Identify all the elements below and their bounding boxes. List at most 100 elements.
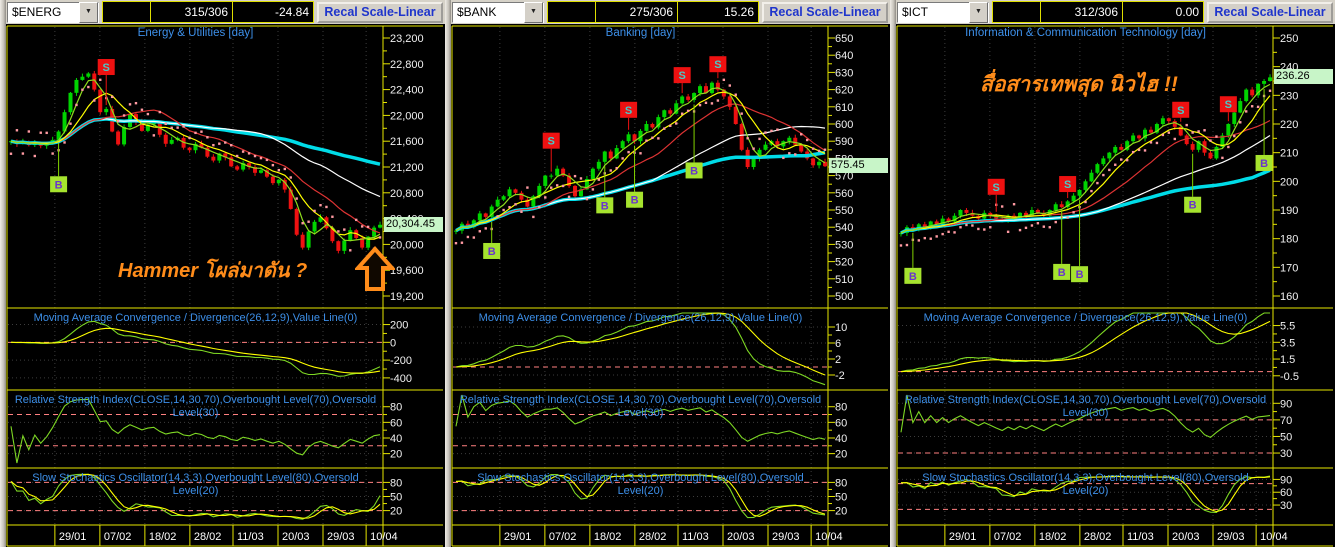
empty-cell xyxy=(993,2,1041,22)
svg-text:30: 30 xyxy=(1280,448,1292,460)
sell-signal: S xyxy=(542,132,560,172)
svg-text:28/02: 28/02 xyxy=(1084,531,1112,543)
svg-text:B: B xyxy=(1260,158,1268,170)
candles xyxy=(898,74,1273,237)
chart-area[interactable]: 5.5 3.5 1.5 -0.5 90 70 50 30 90 60 30 S S S S B B B B B 250 2… xyxy=(896,24,1335,547)
stoch-title: Slow Stochastics Oscillator(14,3,3),Over… xyxy=(922,472,1249,497)
hammer-annotation: Hammer โผล่มาดัน ? xyxy=(118,260,308,282)
svg-text:650: 650 xyxy=(835,33,853,45)
svg-text:40: 40 xyxy=(835,433,847,445)
chart-area[interactable]: 200 0 -200 -400 80 60 40 20 80 50 20 S B 23,200 22,800… xyxy=(6,24,445,547)
empty-cell xyxy=(548,2,596,22)
ticker-select[interactable]: $ICT ▼ xyxy=(897,1,989,23)
ticker-select[interactable]: $ENERG ▼ xyxy=(7,1,99,23)
ma-yellow xyxy=(10,92,381,240)
dropdown-arrow-icon[interactable]: ▼ xyxy=(524,1,543,23)
price-chart-canvas[interactable]: 10 6 2 -2 80 60 40 20 80 50 20 S S S S B B B B 650 640 630 620… xyxy=(451,24,890,547)
svg-text:10: 10 xyxy=(835,322,847,334)
svg-text:520: 520 xyxy=(835,257,853,269)
svg-text:20: 20 xyxy=(835,449,847,461)
svg-text:S: S xyxy=(1177,105,1184,117)
buy-signal: B xyxy=(1184,153,1202,213)
svg-text:29/03: 29/03 xyxy=(327,531,355,543)
svg-text:540: 540 xyxy=(835,222,853,234)
svg-text:B: B xyxy=(690,165,698,177)
svg-text:S: S xyxy=(1225,99,1232,111)
svg-text:S: S xyxy=(625,105,632,117)
svg-text:20/03: 20/03 xyxy=(282,531,310,543)
svg-text:B: B xyxy=(909,271,917,283)
ma-green xyxy=(10,79,381,242)
svg-text:07/02: 07/02 xyxy=(104,531,132,543)
ma-green xyxy=(455,87,826,232)
svg-text:-400: -400 xyxy=(390,373,412,385)
svg-text:80: 80 xyxy=(390,402,402,414)
last-price-tag: 236.26 xyxy=(1274,69,1333,85)
svg-text:29/03: 29/03 xyxy=(772,531,800,543)
bar-count-cell: 312/306 xyxy=(1041,2,1123,22)
sell-signal: S xyxy=(1172,101,1190,122)
svg-text:600: 600 xyxy=(835,119,853,131)
macd-title: Moving Average Convergence / Divergence(… xyxy=(478,312,803,324)
svg-text:29/03: 29/03 xyxy=(1217,531,1245,543)
chart-panel-bank: $BANK ▼ 275/306 15.26 Recal Scale-Linear… xyxy=(445,0,890,547)
chart-title: Information & Communication Technology [… xyxy=(965,27,1206,39)
svg-text:S: S xyxy=(548,136,555,148)
value-cells: 275/306 15.26 xyxy=(547,1,759,23)
change-cell: -24.84 xyxy=(274,5,309,19)
svg-text:29/01: 29/01 xyxy=(59,531,87,543)
sell-signal: S xyxy=(97,59,115,106)
sell-signal: S xyxy=(1219,96,1237,122)
svg-text:11/03: 11/03 xyxy=(1127,531,1154,543)
dropdown-arrow-icon[interactable]: ▼ xyxy=(79,1,98,23)
svg-text:21,200: 21,200 xyxy=(390,162,424,174)
svg-text:500: 500 xyxy=(835,291,853,303)
svg-text:22,400: 22,400 xyxy=(390,85,424,97)
svg-text:20,000: 20,000 xyxy=(390,239,424,251)
svg-text:20,800: 20,800 xyxy=(390,188,424,200)
chart-area[interactable]: 10 6 2 -2 80 60 40 20 80 50 20 S S S S B B B B 650 640 630 620… xyxy=(451,24,890,547)
svg-text:20/03: 20/03 xyxy=(727,531,755,543)
ticker-value: $ICT xyxy=(902,5,929,19)
buy-signal: B xyxy=(1053,209,1071,280)
svg-text:180: 180 xyxy=(1280,234,1298,246)
recal-scale-button[interactable]: Recal Scale-Linear xyxy=(317,1,443,23)
sell-signal: S xyxy=(987,178,1005,212)
panel-divider xyxy=(0,0,6,547)
recal-scale-button[interactable]: Recal Scale-Linear xyxy=(762,1,888,23)
svg-text:B: B xyxy=(1076,269,1084,281)
recal-scale-button[interactable]: Recal Scale-Linear xyxy=(1207,1,1333,23)
svg-text:B: B xyxy=(1058,267,1066,279)
stoch-title: Slow Stochastics Oscillator(14,3,3),Over… xyxy=(477,472,804,497)
new-high-annotation: สื่อสารเทพสุด นิวไฮ !! xyxy=(980,73,1178,96)
svg-text:-200: -200 xyxy=(390,355,412,367)
svg-text:B: B xyxy=(1189,200,1197,212)
svg-text:0: 0 xyxy=(390,337,396,349)
dropdown-arrow-icon[interactable]: ▼ xyxy=(969,1,988,23)
svg-text:510: 510 xyxy=(835,274,853,286)
change-cell: 0.00 xyxy=(1175,5,1199,19)
ma-red xyxy=(900,119,1271,234)
ma-green xyxy=(900,83,1271,234)
svg-text:40: 40 xyxy=(390,433,402,445)
ticker-select[interactable]: $BANK ▼ xyxy=(452,1,544,23)
buy-signal: B xyxy=(1255,88,1273,171)
svg-text:2: 2 xyxy=(835,354,841,366)
panel-toolbar: $ENERG ▼ 315/306 -24.84 Recal Scale-Line… xyxy=(6,0,445,24)
panel-toolbar: $ICT ▼ 312/306 0.00 Recal Scale-Linear xyxy=(896,0,1335,24)
sell-signal: S xyxy=(709,56,727,79)
svg-text:22,800: 22,800 xyxy=(390,59,424,71)
svg-text:19,600: 19,600 xyxy=(390,265,424,277)
svg-text:07/02: 07/02 xyxy=(994,531,1022,543)
panel-toolbar: $BANK ▼ 275/306 15.26 Recal Scale-Linear xyxy=(451,0,890,24)
ma-red xyxy=(455,103,826,232)
buy-signal: B xyxy=(626,145,644,208)
price-chart-canvas[interactable]: 200 0 -200 -400 80 60 40 20 80 50 20 S B 23,200 22,800… xyxy=(6,24,445,547)
svg-text:21,600: 21,600 xyxy=(390,136,424,148)
svg-text:80: 80 xyxy=(835,402,847,414)
svg-text:18/02: 18/02 xyxy=(149,531,177,543)
svg-text:23,200: 23,200 xyxy=(390,33,424,45)
svg-text:170: 170 xyxy=(1280,262,1298,274)
